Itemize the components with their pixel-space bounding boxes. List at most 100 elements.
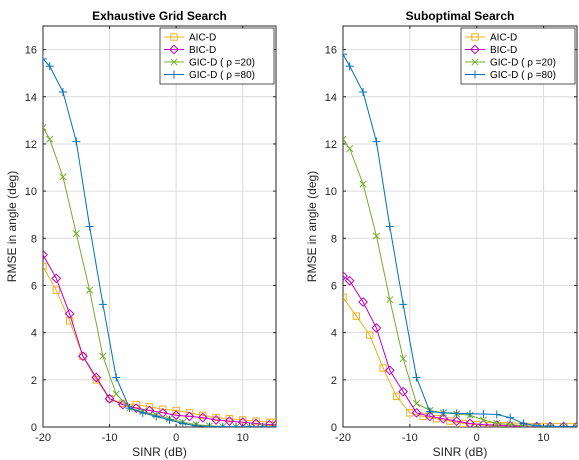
y-tick-label: 8 xyxy=(31,233,37,245)
data-point xyxy=(506,421,514,427)
y-tick-label: 16 xyxy=(325,45,337,57)
data-point xyxy=(58,88,67,97)
y-tick-label: 6 xyxy=(31,280,37,292)
data-point xyxy=(272,422,276,427)
data-point xyxy=(371,323,382,333)
y-tick-label: 6 xyxy=(331,280,337,292)
data-point xyxy=(46,135,54,143)
legend-label: AIC-D xyxy=(490,33,517,44)
data-point xyxy=(425,407,434,416)
data-point xyxy=(466,409,475,418)
data-point xyxy=(59,173,67,181)
axes-box xyxy=(42,25,277,428)
data-point xyxy=(352,312,361,320)
data-point xyxy=(125,404,134,413)
data-point xyxy=(232,422,241,427)
data-point xyxy=(406,409,414,417)
y-tick-label: 2 xyxy=(331,375,337,387)
y-tick-label: 16 xyxy=(25,45,37,57)
data-point xyxy=(86,286,94,294)
legend-label: GIC-D ( ρ =20) xyxy=(189,58,255,69)
data-point xyxy=(211,415,221,425)
y-axis-label: RMSE in angle (deg) xyxy=(5,171,19,282)
data-point xyxy=(344,275,355,286)
x-tick-label: 0 xyxy=(173,432,179,444)
data-point xyxy=(385,222,394,231)
data-point xyxy=(72,230,80,238)
data-point xyxy=(165,415,174,424)
y-tick-label: 4 xyxy=(31,328,37,340)
data-point xyxy=(359,88,368,97)
plot-area xyxy=(343,26,577,427)
data-point xyxy=(398,386,409,397)
data-point xyxy=(51,273,62,284)
data-point xyxy=(43,55,47,64)
data-point xyxy=(452,409,461,418)
data-point xyxy=(439,408,448,417)
data-point xyxy=(45,62,54,71)
x-axis-label: SINR (dB) xyxy=(433,445,488,459)
data-point xyxy=(419,412,427,421)
data-point xyxy=(372,232,380,240)
data-point xyxy=(131,403,142,414)
series-line xyxy=(43,254,276,426)
data-point xyxy=(43,123,47,131)
legend-label: GIC-D ( ρ =80) xyxy=(189,70,255,81)
data-point xyxy=(346,145,354,153)
x-tick-label: 0 xyxy=(474,432,480,444)
data-point xyxy=(199,411,207,419)
data-point xyxy=(345,62,354,71)
data-point xyxy=(532,421,541,427)
data-point xyxy=(224,416,235,427)
data-point xyxy=(52,286,61,294)
data-point xyxy=(392,392,401,401)
chart-title: Suboptimal Search xyxy=(406,9,515,23)
legend-label: BIC-D xyxy=(490,45,517,56)
chart-panel-2: -20 -10 0 10 0 2 4 6 8 10 12 14 16 Suboptimal Search S… xyxy=(305,9,578,459)
data-point xyxy=(104,393,115,404)
legend-marker xyxy=(471,58,479,66)
y-tick-label: 0 xyxy=(31,422,37,434)
data-point xyxy=(559,422,568,427)
legend-label: GIC-D ( ρ =20) xyxy=(490,58,556,69)
data-point xyxy=(138,408,147,417)
data-point xyxy=(251,418,261,427)
data-point xyxy=(343,271,348,281)
legend-marker xyxy=(170,58,178,66)
data-point xyxy=(239,416,247,424)
data-point xyxy=(506,413,515,422)
y-tick-label: 4 xyxy=(331,328,337,340)
data-point xyxy=(465,418,475,427)
data-point xyxy=(343,50,347,59)
data-point xyxy=(479,410,488,419)
data-point xyxy=(379,364,387,372)
data-point xyxy=(518,421,529,427)
data-point xyxy=(184,411,195,422)
data-point xyxy=(218,422,227,427)
data-point xyxy=(212,413,220,422)
data-point xyxy=(171,410,182,421)
data-point xyxy=(386,296,394,304)
data-point xyxy=(479,416,487,424)
data-point xyxy=(225,415,234,423)
x-tick-label: 10 xyxy=(237,432,249,444)
data-point xyxy=(519,419,528,427)
data-point xyxy=(172,406,180,415)
data-point xyxy=(117,399,128,410)
data-point xyxy=(64,308,75,319)
y-tick-label: 14 xyxy=(325,92,337,104)
y-tick-label: 2 xyxy=(31,375,37,387)
data-point xyxy=(343,293,347,301)
data-point xyxy=(112,390,120,398)
y-tick-label: 12 xyxy=(25,139,37,151)
data-point xyxy=(98,300,107,309)
series-4 xyxy=(43,55,276,427)
data-point xyxy=(492,410,501,419)
data-point xyxy=(112,373,121,382)
legend-marker xyxy=(471,70,479,79)
legend-label: AIC-D xyxy=(189,33,216,44)
data-point xyxy=(425,411,435,422)
chart-panel-1: -20 -10 0 10 0 2 4 6 8 10 12 14 16 Exhaustive Grid Se… xyxy=(5,9,277,459)
